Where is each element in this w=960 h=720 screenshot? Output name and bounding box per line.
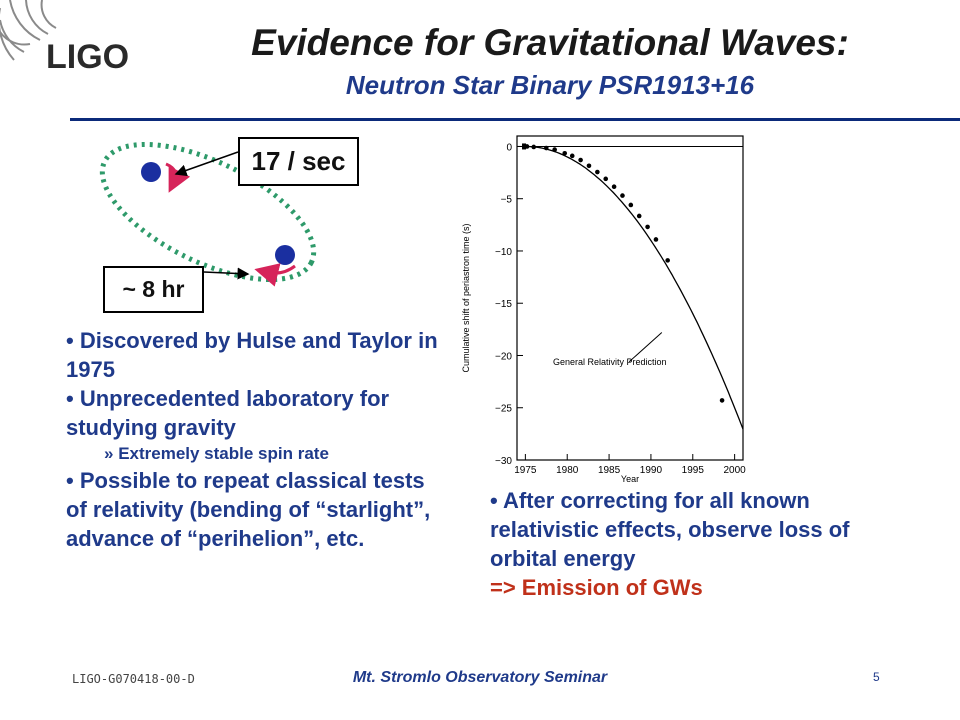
spin-rate-callout: 17 / sec <box>238 137 359 186</box>
right-bullet-list: • After correcting for all known relativ… <box>490 486 900 602</box>
y-tick-label: −5 <box>501 195 513 206</box>
chart-frame <box>516 135 744 461</box>
x-tick-label: 1980 <box>556 465 579 476</box>
x-tick-label: 1990 <box>640 465 663 476</box>
binary-orbit-diagram <box>99 141 317 287</box>
left-bullet-list: • Discovered by Hulse and Taylor in 1975… <box>66 326 446 553</box>
y-tick-label: −30 <box>495 456 512 467</box>
spin-arrow-lower <box>254 263 296 287</box>
x-tick-label: 1985 <box>598 465 621 476</box>
x-axis-label: Year <box>621 474 639 483</box>
data-point <box>653 237 659 242</box>
prediction-curve <box>525 145 744 430</box>
data-point <box>578 157 583 163</box>
orbit-ellipse <box>99 141 317 283</box>
neutron-star-lower <box>275 245 295 265</box>
ligo-logo: LIGO <box>0 0 190 100</box>
data-point <box>719 398 725 403</box>
data-point <box>636 213 642 219</box>
ligo-arcs-icon: LIGO <box>0 0 129 76</box>
data-point <box>569 153 575 159</box>
x-tick-label: 2000 <box>724 465 747 476</box>
data-point <box>645 224 650 230</box>
bullet-classical-tests: • Possible to repeat classical tests of … <box>66 468 431 551</box>
data-point-errorbar <box>522 143 527 150</box>
y-tick-label: 0 <box>506 142 512 153</box>
bullet-laboratory: • Unprecedented laboratory for studying … <box>66 386 390 440</box>
annotation-label: General Relativity Prediction <box>553 357 667 367</box>
slide-title: Evidence for Gravitational Waves: <box>251 22 849 63</box>
data-point <box>611 184 617 189</box>
data-point <box>665 258 670 263</box>
bullet-discovery: • Discovered by Hulse and Taylor in 1975 <box>66 328 438 382</box>
page-number: 5 <box>873 670 880 684</box>
y-axis-label: Cumulative shift of periastron time (s) <box>461 223 471 372</box>
data-point <box>603 176 609 182</box>
document-id: LIGO-G070418-00-D <box>72 672 195 686</box>
y-tick-label: −10 <box>495 247 512 258</box>
data-point <box>595 169 600 175</box>
spin-callout-pointer <box>174 151 239 177</box>
data-point <box>531 144 537 150</box>
y-tick-label: −25 <box>495 404 512 415</box>
bullet-energy-loss: • After correcting for all known relativ… <box>490 488 850 571</box>
y-tick-label: −20 <box>495 351 512 362</box>
sub-bullet-spin: » Extremely stable spin rate <box>104 444 329 463</box>
data-point <box>552 147 557 152</box>
data-point <box>562 150 568 156</box>
spin-arrow-upper <box>165 162 191 193</box>
period-callout-pointer <box>203 267 250 280</box>
neutron-star-upper <box>141 162 161 182</box>
data-point <box>543 145 549 151</box>
orbital-period-callout: ~ 8 hr <box>103 266 204 313</box>
data-point <box>586 163 592 169</box>
data-point <box>620 193 625 198</box>
slide-subtitle: Neutron Star Binary PSR1913+16 <box>345 70 755 100</box>
annotation-pointer <box>628 332 663 363</box>
seminar-name: Mt. Stromlo Observatory Seminar <box>352 669 608 686</box>
logo-text: LIGO <box>46 38 129 76</box>
conclusion-text: => Emission of GWs <box>490 575 703 600</box>
data-point <box>628 202 634 208</box>
x-tick-label: 1995 <box>682 465 705 476</box>
x-tick-label: 1975 <box>514 465 537 476</box>
y-tick-label: −15 <box>495 299 512 310</box>
title-divider <box>70 118 960 121</box>
